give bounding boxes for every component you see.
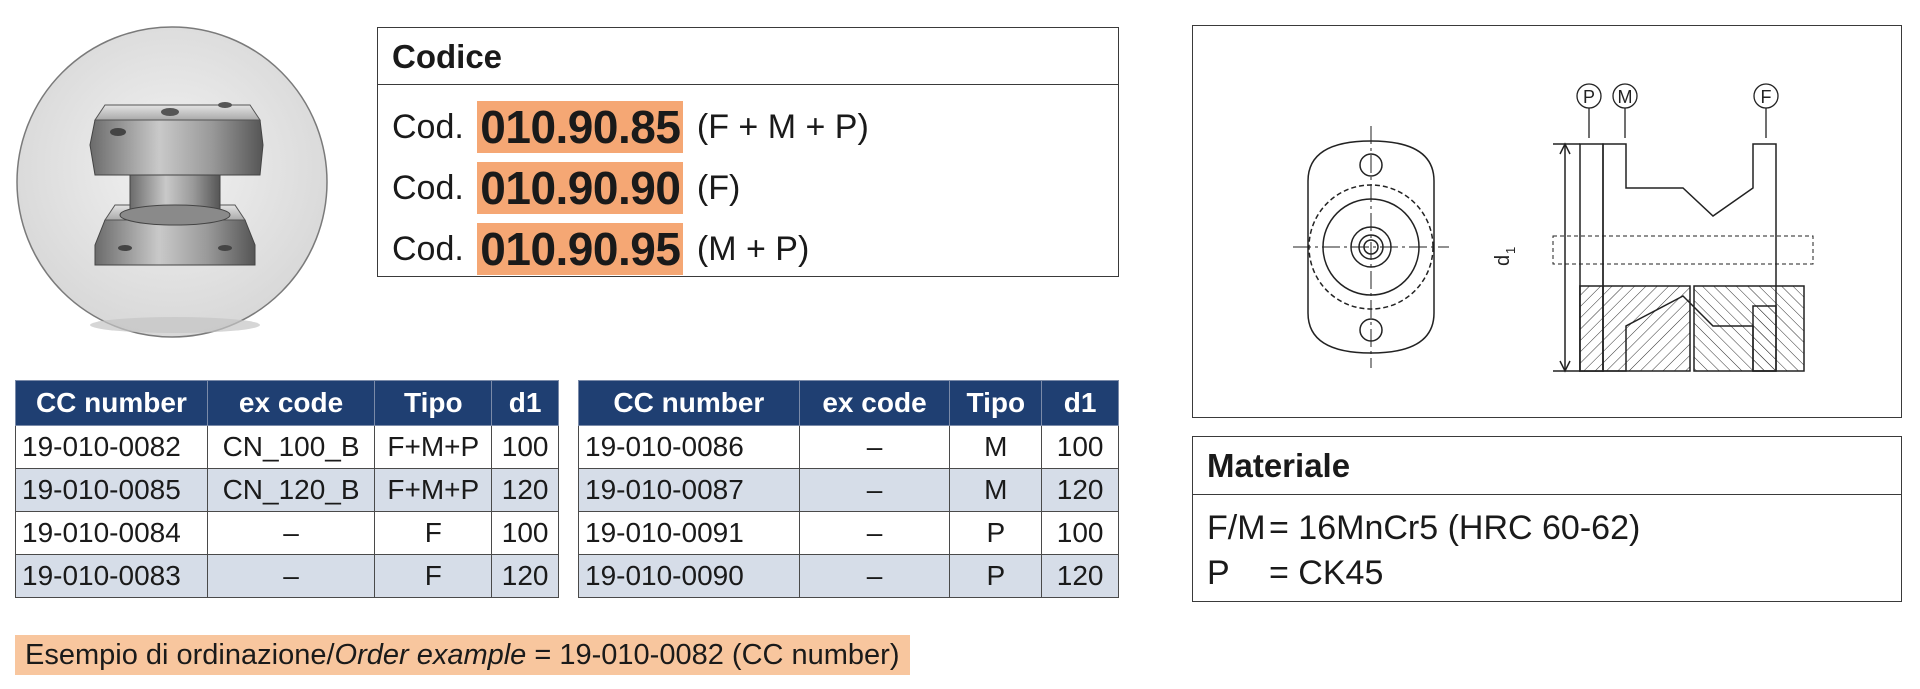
cell-ex-code: – [798,425,951,469]
cell-ex-code: – [798,511,951,555]
codice-box: Codice Cod. 010.90.85 (F + M + P) Cod. 0… [377,27,1119,277]
cell-ex-code: CN_120_B [206,468,376,512]
dimension-d1-subscript: 1 [1503,247,1518,254]
product-photo [15,25,330,340]
cell-ex-code: CN_100_B [206,425,376,469]
technical-drawing: P M F d 1 [1192,25,1902,418]
cell-tipo: P [949,511,1043,555]
table-row: 19-010-0083 – F 120 [15,554,559,598]
cell-d1: 120 [491,554,559,598]
table-row: 19-010-0085 CN_120_B F+M+P 120 [15,468,559,512]
front-view-outline [1307,140,1435,354]
code-number: 010.90.95 [477,223,684,275]
cell-d1: 100 [491,511,559,555]
cell-cc-number: 19-010-0083 [15,554,208,598]
column-header-d1: d1 [491,380,559,426]
table-row: 19-010-0091 – P 100 [578,511,1119,555]
cell-d1: 100 [491,425,559,469]
drawing-svg: P M F d 1 [1293,83,1814,373]
cell-d1: 120 [491,468,559,512]
order-example-label: Esempio di ordinazione/ [25,639,335,671]
cell-cc-number: 19-010-0084 [15,511,208,555]
cell-ex-code: – [206,511,376,555]
cell-tipo: M [949,425,1043,469]
materiale-header: Materiale [1193,437,1901,495]
cell-ex-code: – [798,554,951,598]
code-prefix: Cod. [392,108,464,146]
column-header-cc-number: CC number [578,380,800,426]
code-number: 010.90.90 [477,162,684,214]
column-header-tipo: Tipo [374,380,493,426]
cc-table-left: CC number ex code Tipo d1 19-010-0082 CN… [15,380,559,598]
code-row: Cod. 010.90.85 (F + M + P) [392,101,869,153]
material-value: = CK45 [1269,554,1384,592]
cell-cc-number: 19-010-0091 [578,511,800,555]
cell-tipo: F [374,511,493,555]
cell-cc-number: 19-010-0085 [15,468,208,512]
cell-tipo: F [374,554,493,598]
cell-tipo: F+M+P [374,468,493,512]
cell-d1: 120 [1041,554,1119,598]
codice-header: Codice [378,28,1118,85]
order-example: Esempio di ordinazione/Order example = 1… [15,635,910,675]
material-line: P = CK45 [1207,550,1383,596]
cell-cc-number: 19-010-0087 [578,468,800,512]
cell-ex-code: – [206,554,376,598]
callout-f: F [1761,87,1772,107]
order-example-value: = 19-010-0082 (CC number) [526,639,900,671]
dimension-d1-label: d [1492,255,1514,266]
table-row: 19-010-0087 – M 120 [578,468,1119,512]
cell-ex-code: – [798,468,951,512]
table-row: 19-010-0090 – P 120 [578,554,1119,598]
callout-p: P [1583,87,1595,107]
table-row: 19-010-0084 – F 100 [15,511,559,555]
cell-cc-number: 19-010-0090 [578,554,800,598]
code-prefix: Cod. [392,230,464,268]
cell-d1: 120 [1041,468,1119,512]
material-value: = 16MnCr5 (HRC 60-62) [1269,509,1641,547]
code-prefix: Cod. [392,169,464,207]
table-row: 19-010-0086 – M 100 [578,425,1119,469]
code-suffix: (M + P) [696,230,810,268]
cell-tipo: F+M+P [374,425,493,469]
code-number: 010.90.85 [477,101,684,153]
code-suffix: (F + M + P) [696,108,869,146]
code-suffix: (F) [696,169,741,207]
table-row: 19-010-0082 CN_100_B F+M+P 100 [15,425,559,469]
materiale-box: Materiale F/M = 16MnCr5 (HRC 60-62) P = CK… [1192,436,1902,602]
column-header-ex-code: ex code [798,380,951,426]
order-example-label-en: Order example [334,639,527,671]
cell-tipo: M [949,468,1043,512]
column-header-d1: d1 [1041,380,1119,426]
code-row: Cod. 010.90.95 (M + P) [392,223,809,275]
column-header-ex-code: ex code [206,380,376,426]
cell-cc-number: 19-010-0086 [578,425,800,469]
material-key: F/M [1207,509,1266,547]
material-key: P [1207,554,1230,592]
code-row: Cod. 010.90.90 (F) [392,162,740,214]
column-header-cc-number: CC number [15,380,208,426]
cell-tipo: P [949,554,1043,598]
material-line: F/M = 16MnCr5 (HRC 60-62) [1207,505,1640,551]
callout-m: M [1618,87,1633,107]
column-header-tipo: Tipo [949,380,1043,426]
cell-d1: 100 [1041,425,1119,469]
cell-d1: 100 [1041,511,1119,555]
cc-table-right: CC number ex code Tipo d1 19-010-0086 – … [578,380,1119,598]
cell-cc-number: 19-010-0082 [15,425,208,469]
